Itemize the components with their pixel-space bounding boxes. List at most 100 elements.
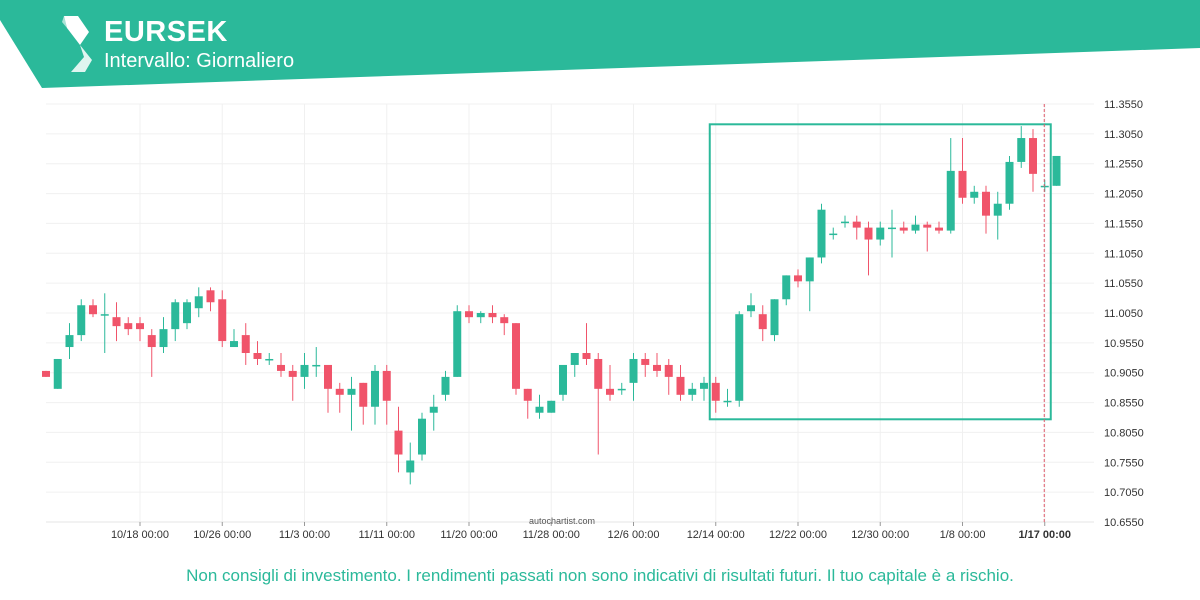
candle <box>253 341 262 365</box>
candle <box>418 412 426 461</box>
candle-body <box>253 353 262 359</box>
candle <box>547 400 556 413</box>
candle <box>1052 155 1061 186</box>
candle <box>53 358 62 389</box>
y-tick-label: 11.2550 <box>1104 159 1143 171</box>
candle-body <box>288 370 297 377</box>
candle <box>817 203 826 264</box>
candle-body <box>629 358 638 383</box>
candle <box>265 353 274 365</box>
pattern-box <box>708 123 1052 421</box>
symbol-title: EURSEK <box>104 16 228 48</box>
candle-body <box>476 313 485 318</box>
candle-body <box>112 317 121 327</box>
candle <box>488 305 497 324</box>
candle-body <box>523 388 532 401</box>
candle <box>829 227 838 240</box>
candle-body <box>300 364 309 377</box>
candle-body <box>183 302 191 324</box>
candle <box>429 394 438 431</box>
x-tick-label: 11/11 00:00 <box>359 529 415 541</box>
x-tick-label: 1/8 00:00 <box>940 529 986 541</box>
candle <box>805 257 814 312</box>
candle-body <box>970 191 979 198</box>
x-tick-label: 10/26 00:00 <box>193 529 251 541</box>
candle-body <box>136 323 144 330</box>
candle-body <box>899 227 908 231</box>
candle <box>124 317 133 336</box>
candle-body <box>42 370 50 377</box>
candle <box>958 138 967 204</box>
candle <box>77 299 86 342</box>
candle-body <box>876 227 885 240</box>
y-tick-label: 11.2050 <box>1104 189 1143 201</box>
candle-body <box>852 221 861 228</box>
candle-body <box>406 460 415 473</box>
candle-body <box>429 406 438 413</box>
candle-body <box>617 388 626 391</box>
candle <box>347 376 356 431</box>
candlestick-chart: 11.3550 11.3050 11.2550 11.2050 11.1550 11.10… <box>42 99 1144 541</box>
candle <box>982 185 990 234</box>
candle-body <box>982 191 990 216</box>
candle-body <box>488 313 497 318</box>
candle-body <box>923 224 932 228</box>
x-tick-label: 12/30 00:00 <box>851 529 909 541</box>
y-tick-label: 11.3550 <box>1104 99 1143 111</box>
candle-body <box>230 341 238 348</box>
candle <box>500 314 509 336</box>
candle <box>747 293 755 318</box>
y-tick-label: 11.0550 <box>1104 278 1143 290</box>
candle <box>535 394 544 419</box>
candle-body <box>711 382 720 401</box>
candle-body <box>758 314 767 330</box>
candle-body <box>782 275 791 300</box>
candle <box>617 382 626 395</box>
x-tick-label: 12/6 00:00 <box>608 529 660 541</box>
candle-body <box>946 170 955 231</box>
x-tick-label: 1/17 00:00 <box>1018 529 1071 541</box>
candle-body <box>641 358 650 365</box>
y-tick-label: 10.8550 <box>1104 398 1144 410</box>
candle <box>735 311 744 407</box>
candle <box>594 353 603 455</box>
candle-body <box>911 224 920 231</box>
candle-body <box>559 364 567 395</box>
candle-body <box>747 305 755 312</box>
y-tick-label: 10.7050 <box>1104 487 1144 499</box>
candle-body <box>735 314 744 401</box>
candle-body <box>394 430 403 455</box>
candle-body <box>335 388 344 395</box>
candle-body <box>570 353 579 365</box>
candle-body <box>1005 161 1014 204</box>
candle <box>653 353 661 377</box>
candle-body <box>265 358 274 361</box>
candle <box>277 353 285 377</box>
candle <box>935 221 943 234</box>
candle-body <box>606 388 614 395</box>
candle-body <box>100 314 109 316</box>
candle <box>288 364 297 401</box>
x-tick-label: 11/20 00:00 <box>440 529 497 541</box>
candle-body <box>347 388 356 395</box>
candle-body <box>194 296 203 309</box>
candle <box>441 370 450 401</box>
candle-body <box>723 400 732 403</box>
y-tick-label: 10.8050 <box>1104 427 1144 439</box>
candle <box>946 138 955 234</box>
candle-body <box>312 364 321 367</box>
candle <box>758 305 767 342</box>
header-banner <box>0 0 1200 88</box>
y-tick-label: 11.1050 <box>1104 248 1143 260</box>
candle-body <box>864 227 873 240</box>
candle-body <box>89 305 97 315</box>
candle-body <box>993 203 1002 216</box>
candle-body <box>547 400 556 413</box>
candle-body <box>935 227 943 231</box>
candle <box>218 290 227 348</box>
candle <box>476 311 485 324</box>
header-background <box>0 0 1200 88</box>
candle <box>194 287 203 318</box>
candle <box>324 364 332 413</box>
candle-body <box>77 305 86 336</box>
